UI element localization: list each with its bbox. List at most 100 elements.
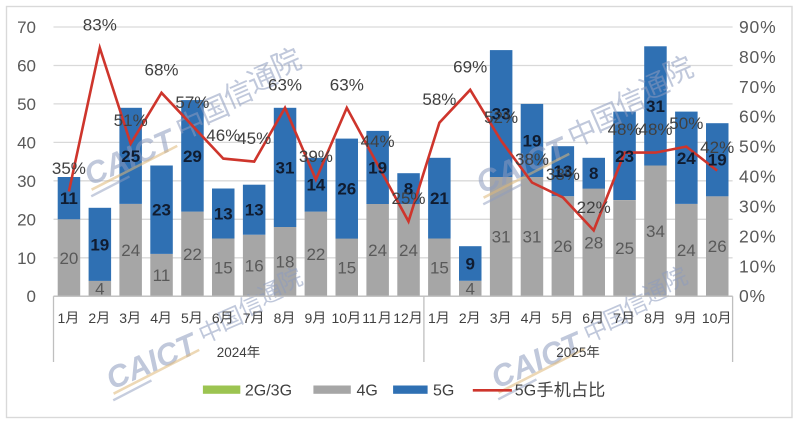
svg-text:40%: 40% — [739, 167, 776, 187]
svg-text:19: 19 — [90, 235, 109, 254]
svg-text:18: 18 — [276, 253, 295, 272]
svg-text:24: 24 — [677, 149, 696, 168]
svg-text:22: 22 — [306, 245, 325, 264]
svg-text:80%: 80% — [739, 47, 776, 67]
svg-text:19: 19 — [368, 158, 387, 177]
svg-text:52%: 52% — [484, 108, 518, 127]
svg-text:14: 14 — [306, 176, 325, 195]
svg-text:10: 10 — [332, 310, 348, 326]
svg-text:26: 26 — [708, 237, 727, 256]
svg-text:26: 26 — [553, 237, 572, 256]
svg-text:24: 24 — [368, 241, 387, 260]
svg-text:30: 30 — [17, 172, 36, 191]
svg-text:16: 16 — [245, 256, 264, 275]
svg-text:90%: 90% — [739, 17, 776, 37]
svg-text:40: 40 — [17, 133, 36, 152]
svg-text:22: 22 — [183, 245, 202, 264]
svg-text:7: 7 — [243, 310, 251, 326]
svg-text:23: 23 — [152, 201, 171, 220]
svg-text:10: 10 — [17, 249, 36, 268]
svg-text:4: 4 — [95, 280, 104, 299]
svg-text:20%: 20% — [739, 226, 776, 246]
svg-text:63%: 63% — [268, 75, 302, 94]
svg-text:24: 24 — [121, 241, 140, 260]
svg-text:8: 8 — [274, 310, 282, 326]
svg-text:4: 4 — [465, 280, 474, 299]
svg-text:12: 12 — [393, 310, 409, 326]
svg-text:29: 29 — [183, 147, 202, 166]
svg-text:60%: 60% — [739, 107, 776, 127]
svg-text:33%: 33% — [546, 165, 580, 184]
svg-text:38%: 38% — [515, 150, 549, 169]
svg-text:20: 20 — [59, 249, 78, 268]
svg-text:5: 5 — [552, 310, 560, 326]
svg-text:24: 24 — [677, 241, 696, 260]
svg-text:34: 34 — [646, 222, 665, 241]
svg-text:6: 6 — [582, 310, 590, 326]
svg-text:8: 8 — [404, 180, 413, 199]
svg-text:4: 4 — [521, 310, 529, 326]
svg-text:4G: 4G — [357, 383, 378, 400]
svg-text:39%: 39% — [299, 147, 333, 166]
svg-text:3: 3 — [119, 310, 127, 326]
svg-text:1: 1 — [58, 310, 66, 326]
svg-text:11: 11 — [153, 266, 171, 285]
svg-text:5G: 5G — [433, 383, 454, 400]
svg-text:48%: 48% — [608, 120, 642, 139]
svg-text:0: 0 — [27, 287, 36, 306]
svg-text:46%: 46% — [206, 126, 240, 145]
svg-text:58%: 58% — [422, 90, 456, 109]
svg-text:83%: 83% — [83, 15, 117, 34]
svg-text:33: 33 — [492, 105, 511, 124]
svg-text:6: 6 — [212, 310, 220, 326]
svg-text:8: 8 — [644, 310, 652, 326]
svg-text:2024: 2024 — [217, 345, 248, 360]
svg-text:63%: 63% — [330, 75, 364, 94]
svg-text:15: 15 — [430, 258, 449, 277]
svg-text:19: 19 — [523, 132, 542, 151]
svg-text:1: 1 — [428, 310, 436, 326]
svg-text:23: 23 — [615, 147, 634, 166]
svg-text:2025: 2025 — [556, 345, 586, 360]
svg-text:4: 4 — [150, 310, 158, 326]
svg-text:13: 13 — [245, 201, 264, 220]
svg-text:19: 19 — [708, 151, 727, 170]
svg-text:2: 2 — [88, 310, 96, 326]
svg-text:10%: 10% — [739, 256, 776, 276]
svg-text:50: 50 — [17, 95, 36, 114]
svg-text:70: 70 — [17, 18, 36, 37]
svg-text:5: 5 — [181, 310, 189, 326]
svg-text:2: 2 — [459, 310, 467, 326]
svg-text:11: 11 — [60, 189, 78, 208]
svg-text:31: 31 — [492, 228, 511, 247]
svg-text:42%: 42% — [700, 138, 734, 157]
svg-text:30%: 30% — [739, 197, 776, 217]
svg-text:60: 60 — [17, 57, 36, 76]
svg-text:3: 3 — [490, 310, 498, 326]
svg-text:9: 9 — [675, 310, 683, 326]
svg-text:13: 13 — [553, 162, 572, 181]
svg-text:26: 26 — [337, 180, 356, 199]
svg-text:57%: 57% — [175, 93, 209, 112]
svg-text:25: 25 — [121, 147, 140, 166]
svg-text:50%: 50% — [739, 137, 776, 157]
svg-text:31: 31 — [276, 158, 295, 177]
svg-text:21: 21 — [430, 189, 449, 208]
svg-text:35%: 35% — [52, 159, 86, 178]
svg-text:15: 15 — [214, 258, 233, 277]
svg-text:0%: 0% — [739, 286, 766, 306]
svg-text:22%: 22% — [577, 198, 611, 217]
svg-text:68%: 68% — [144, 60, 178, 79]
svg-text:11: 11 — [362, 310, 377, 326]
svg-text:25%: 25% — [391, 189, 425, 208]
svg-text:48%: 48% — [638, 120, 672, 139]
svg-text:50%: 50% — [669, 114, 703, 133]
svg-text:20: 20 — [17, 210, 36, 229]
svg-text:69%: 69% — [453, 57, 487, 76]
svg-text:44%: 44% — [361, 132, 395, 151]
svg-text:31: 31 — [523, 228, 542, 247]
svg-text:28: 28 — [584, 233, 603, 252]
svg-text:24: 24 — [399, 241, 418, 260]
svg-text:7: 7 — [613, 310, 621, 326]
svg-text:5G: 5G — [515, 383, 536, 400]
